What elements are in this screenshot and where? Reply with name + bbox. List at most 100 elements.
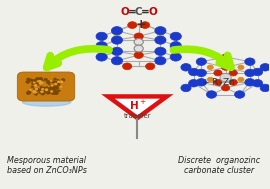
Circle shape xyxy=(52,91,54,93)
Circle shape xyxy=(252,80,263,87)
Circle shape xyxy=(56,87,59,89)
Circle shape xyxy=(111,47,123,56)
Polygon shape xyxy=(108,96,167,118)
Circle shape xyxy=(46,91,50,94)
Circle shape xyxy=(41,91,43,93)
Circle shape xyxy=(52,86,56,89)
Circle shape xyxy=(45,89,48,91)
Circle shape xyxy=(221,54,230,60)
Circle shape xyxy=(235,91,245,98)
Circle shape xyxy=(46,87,48,88)
Circle shape xyxy=(35,77,39,81)
Circle shape xyxy=(155,36,166,44)
Circle shape xyxy=(51,88,56,91)
Circle shape xyxy=(31,86,34,88)
Circle shape xyxy=(221,64,230,70)
Circle shape xyxy=(60,81,63,83)
Circle shape xyxy=(33,90,36,93)
Circle shape xyxy=(26,92,30,94)
Circle shape xyxy=(26,81,30,83)
Circle shape xyxy=(51,85,53,86)
Text: based on ZnCO₃NPs: based on ZnCO₃NPs xyxy=(7,166,87,175)
Circle shape xyxy=(134,52,143,58)
Circle shape xyxy=(40,81,43,84)
Text: C: C xyxy=(135,7,143,17)
Circle shape xyxy=(50,91,53,92)
Circle shape xyxy=(43,91,46,93)
Ellipse shape xyxy=(22,98,71,106)
Circle shape xyxy=(47,89,49,90)
Circle shape xyxy=(42,88,44,90)
Circle shape xyxy=(35,85,37,86)
Circle shape xyxy=(220,74,231,82)
Circle shape xyxy=(61,79,65,81)
Circle shape xyxy=(54,86,58,89)
Circle shape xyxy=(58,90,60,92)
Circle shape xyxy=(43,89,46,91)
Circle shape xyxy=(39,82,41,84)
Circle shape xyxy=(36,83,40,85)
Circle shape xyxy=(229,70,237,76)
Circle shape xyxy=(170,32,181,40)
Circle shape xyxy=(39,91,41,93)
Circle shape xyxy=(155,57,166,65)
Circle shape xyxy=(229,79,237,85)
Circle shape xyxy=(60,86,62,87)
Circle shape xyxy=(123,63,132,70)
Circle shape xyxy=(188,68,199,76)
Circle shape xyxy=(48,91,50,93)
Circle shape xyxy=(50,80,52,82)
Circle shape xyxy=(54,78,56,80)
Circle shape xyxy=(196,69,207,77)
Circle shape xyxy=(44,78,48,81)
Circle shape xyxy=(96,32,107,40)
Circle shape xyxy=(27,91,31,93)
Circle shape xyxy=(30,89,31,91)
Circle shape xyxy=(54,83,57,85)
Circle shape xyxy=(41,93,45,95)
Circle shape xyxy=(111,57,123,65)
Text: carbonate cluster: carbonate cluster xyxy=(184,166,254,175)
Circle shape xyxy=(245,69,255,77)
Circle shape xyxy=(42,87,46,90)
Circle shape xyxy=(56,83,60,86)
Circle shape xyxy=(214,79,222,85)
Circle shape xyxy=(181,84,191,92)
Circle shape xyxy=(221,85,230,91)
Circle shape xyxy=(55,81,57,83)
Circle shape xyxy=(27,78,30,80)
Circle shape xyxy=(238,65,244,70)
Circle shape xyxy=(196,79,207,86)
Circle shape xyxy=(51,91,56,95)
Circle shape xyxy=(34,93,38,95)
Circle shape xyxy=(39,80,41,82)
Circle shape xyxy=(238,77,244,82)
Circle shape xyxy=(32,79,36,82)
Circle shape xyxy=(157,33,163,38)
Circle shape xyxy=(47,88,51,90)
Circle shape xyxy=(155,27,166,35)
Circle shape xyxy=(52,81,55,83)
Circle shape xyxy=(40,92,42,94)
Circle shape xyxy=(54,83,58,86)
Circle shape xyxy=(53,86,55,88)
Text: =: = xyxy=(141,7,150,17)
Circle shape xyxy=(170,53,181,61)
Circle shape xyxy=(196,58,207,65)
Circle shape xyxy=(46,81,50,83)
Circle shape xyxy=(134,45,143,52)
Circle shape xyxy=(50,86,54,89)
Circle shape xyxy=(40,88,43,91)
Circle shape xyxy=(38,81,39,82)
Text: H$^+$: H$^+$ xyxy=(129,99,146,112)
Circle shape xyxy=(96,42,107,50)
Circle shape xyxy=(50,86,54,88)
Circle shape xyxy=(260,84,270,92)
Circle shape xyxy=(207,77,213,82)
Circle shape xyxy=(128,22,137,29)
Circle shape xyxy=(155,47,166,56)
Circle shape xyxy=(134,39,143,45)
Circle shape xyxy=(140,22,150,29)
Circle shape xyxy=(32,82,35,84)
Circle shape xyxy=(111,36,123,44)
